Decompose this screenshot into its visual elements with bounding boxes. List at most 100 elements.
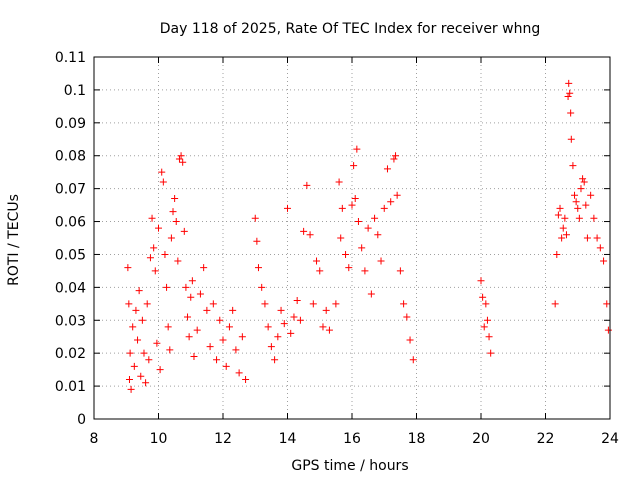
data-point <box>182 283 190 291</box>
data-point <box>169 208 177 216</box>
data-point <box>242 376 250 384</box>
data-point <box>180 227 188 235</box>
data-point <box>338 204 346 212</box>
data-point <box>353 145 361 153</box>
y-tick-label: 0 <box>77 412 86 428</box>
data-point <box>253 237 261 245</box>
data-point <box>392 152 400 160</box>
y-axis-label: ROTI / TECUs <box>6 194 22 286</box>
data-point <box>562 231 570 239</box>
data-point <box>567 109 575 117</box>
data-point <box>596 244 604 252</box>
data-point <box>146 254 154 262</box>
data-point <box>145 356 153 364</box>
data-point <box>487 349 495 357</box>
data-point <box>264 323 272 331</box>
data-point <box>140 349 148 357</box>
data-point <box>229 306 237 314</box>
data-point <box>566 89 574 97</box>
data-point <box>390 155 398 163</box>
data-point <box>126 349 134 357</box>
data-point <box>485 333 493 341</box>
data-point <box>313 257 321 265</box>
data-point <box>403 313 411 321</box>
data-point <box>590 214 598 222</box>
data-point <box>163 283 171 291</box>
data-point <box>287 329 295 337</box>
data-point <box>374 231 382 239</box>
data-point <box>603 300 611 308</box>
data-point <box>309 300 317 308</box>
data-point <box>483 316 491 324</box>
data-point <box>396 267 404 275</box>
x-axis-label: GPS time / hours <box>291 458 408 474</box>
data-point <box>361 267 369 275</box>
data-point <box>479 293 487 301</box>
data-point <box>553 250 561 258</box>
data-point <box>600 257 608 265</box>
data-point <box>332 300 340 308</box>
data-point <box>187 293 195 301</box>
y-tick-label: 0.1 <box>64 83 86 99</box>
data-point <box>377 257 385 265</box>
data-point <box>203 306 211 314</box>
data-point <box>267 343 275 351</box>
data-point <box>174 257 182 265</box>
data-point <box>551 300 559 308</box>
data-point <box>232 346 240 354</box>
data-point <box>177 152 185 160</box>
data-point <box>209 300 217 308</box>
data-point <box>577 185 585 193</box>
data-point <box>130 362 138 370</box>
data-point <box>225 323 233 331</box>
y-tick-label: 0.09 <box>55 116 86 132</box>
data-point <box>155 224 162 232</box>
data-point <box>574 204 582 212</box>
data-point <box>345 264 353 272</box>
data-point <box>254 264 262 272</box>
x-tick-label: 12 <box>214 431 232 447</box>
data-point <box>348 201 356 209</box>
data-point <box>296 316 304 324</box>
data-point <box>280 320 288 328</box>
data-point <box>143 300 151 308</box>
y-tick-label: 0.05 <box>55 247 86 263</box>
axis-layer: 8 10 12 14 16 18 20 22 24 0 0.01 0.02 0.03 0.04 0.05 0.… <box>55 50 619 447</box>
data-point <box>300 227 308 235</box>
data-point <box>216 316 224 324</box>
x-tick-label: 10 <box>150 431 168 447</box>
data-point <box>322 306 330 314</box>
y-tick-label: 0.07 <box>55 182 86 198</box>
data-point <box>406 336 414 344</box>
data-point <box>383 165 391 173</box>
data-point <box>164 323 172 331</box>
data-point <box>480 323 488 331</box>
data-point <box>290 313 298 321</box>
data-point <box>303 181 311 189</box>
data-point <box>277 306 285 314</box>
data-point <box>200 264 208 272</box>
data-point <box>358 244 366 252</box>
data-point <box>354 218 362 226</box>
x-tick-label: 8 <box>90 431 99 447</box>
data-point <box>482 300 490 308</box>
data-point <box>124 264 132 272</box>
data-point <box>167 234 175 242</box>
data-point <box>477 277 485 285</box>
data-point <box>575 214 583 222</box>
data-point <box>325 326 333 334</box>
data-point <box>132 306 140 314</box>
data-point <box>284 204 291 212</box>
data-point <box>161 250 169 258</box>
data-point <box>293 297 301 305</box>
data-point <box>565 79 573 87</box>
y-tick-label: 0.04 <box>55 280 86 296</box>
y-tick-label: 0.06 <box>55 215 86 231</box>
data-point <box>393 191 401 199</box>
data-point <box>364 224 372 232</box>
data-point <box>561 214 569 222</box>
chart-title: Day 118 of 2025, Rate Of TEC Index for r… <box>160 21 540 37</box>
data-point <box>159 178 167 186</box>
data-point <box>564 92 572 100</box>
